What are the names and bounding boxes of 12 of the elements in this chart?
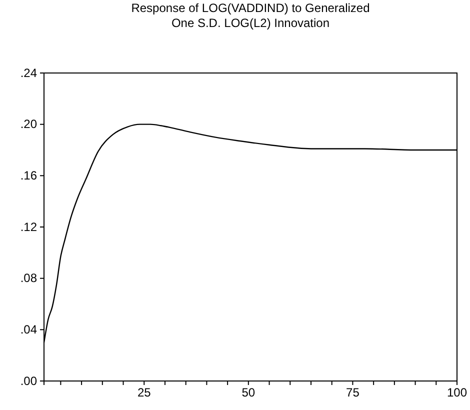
y-tick-label: .04	[20, 322, 38, 337]
x-tick-label: 25	[137, 386, 152, 400]
y-tick-label: .12	[20, 220, 38, 234]
y-tick-label: .20	[20, 117, 38, 132]
x-tick-label: 50	[242, 386, 256, 400]
y-tick-label: .00	[20, 374, 38, 388]
chart-title: Response of LOG(VADDIND) to Generalized One S.D. LOG(L2) Innovation	[131, 1, 370, 30]
y-tick-label: .16	[20, 168, 38, 183]
x-tick-label: 75	[346, 386, 360, 400]
x-tick-label: 100	[446, 386, 468, 400]
y-tick-label: .08	[20, 271, 38, 286]
y-tick-label: .24	[20, 66, 38, 80]
